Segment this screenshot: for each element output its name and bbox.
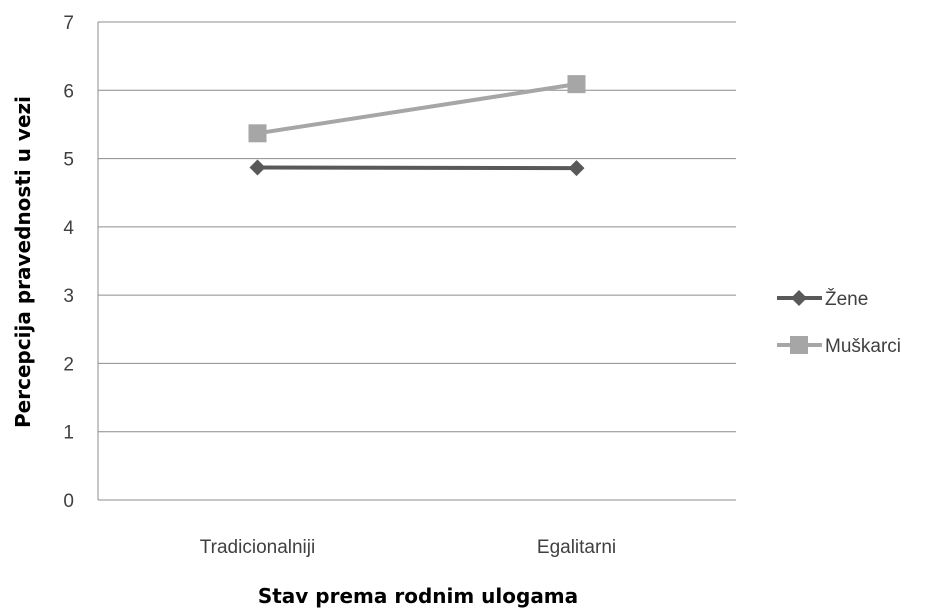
legend-marker-square [790,336,808,354]
data-point-square [567,75,586,94]
legend: Žene Muškarci [777,288,901,357]
y-tick-labels: 0 1 2 3 4 5 6 7 [63,13,74,512]
data-point-square [248,124,267,143]
series-square [248,75,586,143]
legend-marker-diamond [791,290,807,306]
y-tick-label: 1 [63,423,74,444]
x-tick-label: Tradicionalniji [200,537,315,558]
legend-item: Muškarci [777,336,901,357]
x-tick-labels: Tradicionalniji Egalitarni [200,537,616,558]
x-tick-label: Egalitarni [537,537,616,558]
data-point-diamond [568,160,585,177]
series-lines [248,75,586,177]
series-line [257,165,577,171]
y-tick-label: 2 [63,354,74,375]
y-axis-title: Percepcija pravednosti u vezi [11,96,35,428]
legend-label: Muškarci [825,336,901,357]
y-tick-label: 3 [63,286,74,307]
x-axis-title: Stav prema rodnim ulogama [258,584,578,608]
y-tick-label: 7 [63,13,74,34]
legend-label: Žene [825,288,868,310]
legend-item: Žene [777,288,868,310]
gridlines [97,21,736,501]
y-tick-label: 4 [63,218,74,239]
y-tick-label: 0 [63,491,74,512]
series-line [257,82,577,136]
y-tick-label: 6 [63,81,74,102]
series-diamond [249,159,585,177]
y-tick-label: 5 [63,150,74,171]
data-point-diamond [249,159,266,176]
